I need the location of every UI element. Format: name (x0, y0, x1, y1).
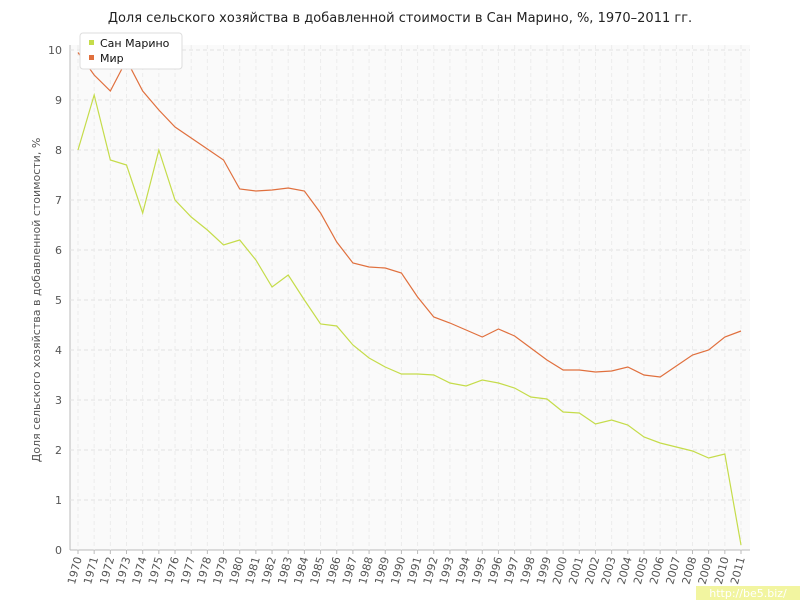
legend-label: Сан Марино (100, 37, 170, 50)
y-tick-label: 4 (55, 344, 62, 357)
legend-swatch (89, 55, 94, 60)
y-tick-label: 10 (48, 44, 62, 57)
y-tick-label: 8 (55, 144, 62, 157)
y-axis-label: Доля сельского хозяйства в добавленной с… (30, 138, 43, 463)
watermark: http://be5.biz/ (709, 587, 787, 600)
legend-box (79, 32, 183, 70)
y-tick-label: 0 (55, 544, 62, 557)
line-series (77, 92, 742, 546)
y-tick-label: 9 (55, 94, 62, 107)
y-tick-label: 5 (55, 294, 62, 307)
y-tick-label: 3 (55, 394, 62, 407)
watermark-bg (696, 586, 800, 600)
legend-label: Мир (100, 52, 124, 65)
y-tick-label: 7 (55, 194, 62, 207)
plot-area (70, 45, 750, 550)
y-tick-label: 1 (55, 494, 62, 507)
y-tick-label: 6 (55, 244, 62, 257)
chart-title: Доля сельского хозяйства в добавленной с… (108, 11, 692, 26)
y-tick-label: 2 (55, 444, 62, 457)
legend-swatch (89, 40, 94, 45)
line-series (77, 52, 742, 378)
